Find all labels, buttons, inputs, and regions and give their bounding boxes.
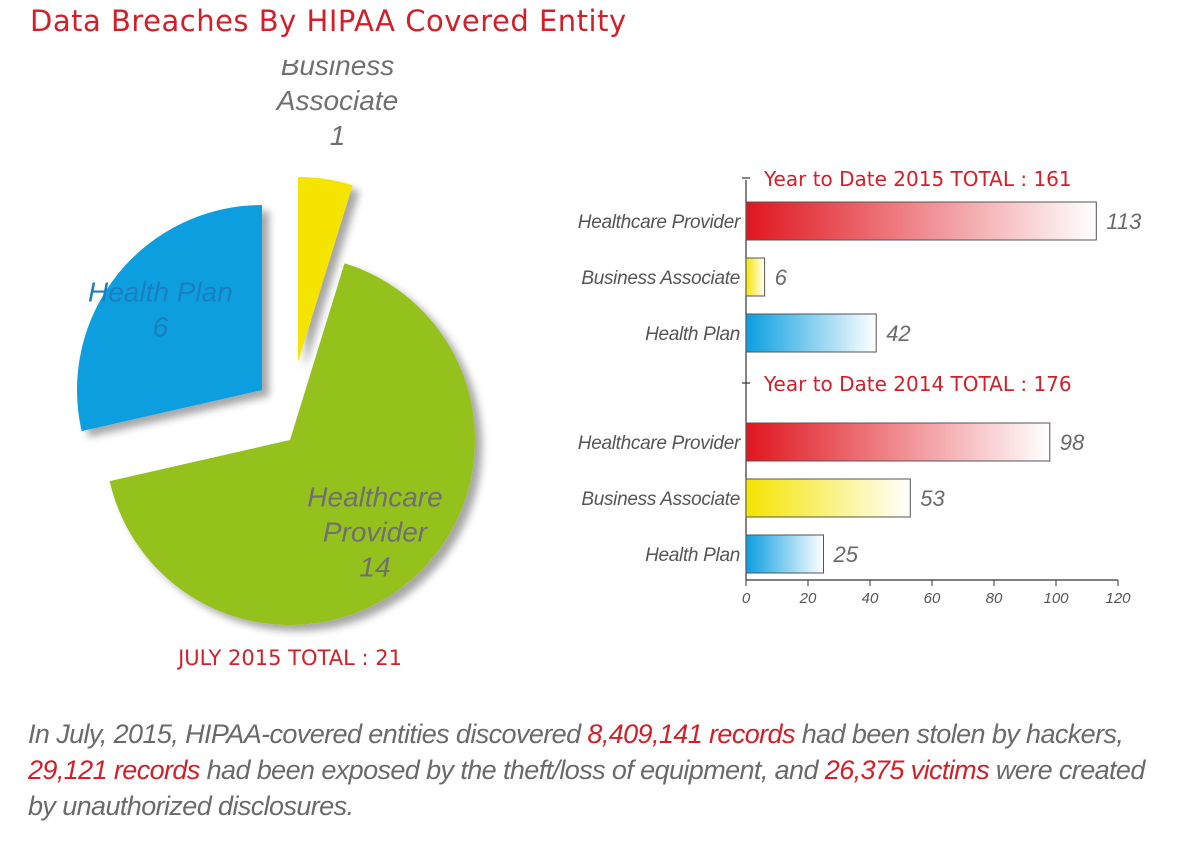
summary-part-4: were created by unauthorized disclosures… xyxy=(28,755,1145,821)
category-label-1-healthcare-provider: Healthcare Provider xyxy=(578,433,741,454)
value-label-0-business-associate: 6 xyxy=(775,265,788,290)
pie-chart: Business Associate 1 Healthcare Provider 14 He… xyxy=(77,60,476,626)
summary-highlight-lost-records: 29,121 records xyxy=(28,755,200,785)
value-label-1-healthcare-provider: 98 xyxy=(1060,430,1085,455)
pie-slice-health-plan xyxy=(77,205,262,432)
pie-slice-healthcare-provider xyxy=(109,263,476,626)
category-label-0-healthcare-provider: Healthcare Provider xyxy=(578,212,741,233)
summary-highlight-victims: 26,375 victims xyxy=(824,755,990,785)
value-label-0-health-plan: 42 xyxy=(886,321,910,346)
bar-chart: 0 20 40 60 80 100 120 Year to Date 2015 TOTAL :… xyxy=(578,167,1142,607)
pie-label-health-plan: Health Plan 6 xyxy=(88,276,233,342)
pie-label-healthcare-provider: Healthcare Provider 14 xyxy=(307,482,442,583)
category-label-1-health-plan: Health Plan xyxy=(645,545,740,566)
summary-part-1: In July, 2015, HIPAA-covered entities di… xyxy=(28,719,588,749)
x-tick-label-0: 0 xyxy=(742,590,751,607)
bar-0-business-associate xyxy=(745,257,766,297)
group-title-1: Year to Date 2014 TOTAL : 176 xyxy=(763,372,1072,396)
summary-text: In July, 2015, HIPAA-covered entities di… xyxy=(28,716,1178,824)
value-label-0-healthcare-provider: 113 xyxy=(1106,209,1142,234)
bar-1-business-associate xyxy=(745,478,911,518)
summary-highlight-hacked-records: 8,409,141 records xyxy=(587,719,795,749)
category-label-0-business-associate: Business Associate xyxy=(581,268,740,289)
value-label-1-health-plan: 25 xyxy=(833,542,859,567)
category-label-1-business-associate: Business Associate xyxy=(581,489,740,510)
bar-1-healthcare-provider xyxy=(745,422,1051,462)
x-tick-label-80: 80 xyxy=(986,590,1003,607)
pie-label-business-associate: Business Associate 1 xyxy=(275,60,398,151)
bar-0-healthcare-provider xyxy=(745,201,1097,241)
x-tick-label-60: 60 xyxy=(924,590,941,607)
summary-part-2: had been stolen by hackers, xyxy=(794,719,1124,749)
x-tick-label-40: 40 xyxy=(862,590,879,607)
pie-chart-title: JULY 2015 TOTAL : 21 xyxy=(178,646,402,670)
x-tick-label-20: 20 xyxy=(799,590,817,607)
summary-part-3: had been exposed by the theft/loss of eq… xyxy=(199,755,825,785)
bar-1-health-plan xyxy=(745,534,824,574)
x-tick-label-120: 120 xyxy=(1105,590,1131,607)
pie-slice-business-associate xyxy=(298,177,353,362)
group-title-0: Year to Date 2015 TOTAL : 161 xyxy=(763,167,1072,191)
page-title: Data Breaches By HIPAA Covered Entity xyxy=(30,4,627,38)
bar-0-health-plan xyxy=(745,313,877,353)
x-tick-label-100: 100 xyxy=(1043,590,1069,607)
value-label-1-business-associate: 53 xyxy=(920,486,945,511)
category-label-0-health-plan: Health Plan xyxy=(645,324,740,345)
